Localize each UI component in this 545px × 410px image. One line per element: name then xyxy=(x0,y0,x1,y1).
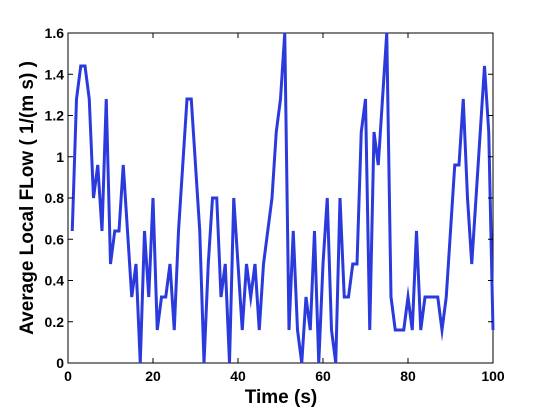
series-layer xyxy=(70,32,495,364)
y-tick-label: 1.6 xyxy=(45,25,65,41)
y-tick-label: 0 xyxy=(56,355,64,371)
ticks-layer: 0 20 40 60 80 100 0 0.2 0.4 0.6 0.8 1 1.2 1.4 1.6 xyxy=(45,25,505,384)
x-axis-label: Time (s) xyxy=(245,387,318,408)
x-tick-label: 40 xyxy=(230,368,246,384)
y-tick-label: 1.4 xyxy=(45,66,65,82)
y-tick-label: 0.4 xyxy=(45,273,65,289)
y-tick-label: 0.8 xyxy=(45,190,65,206)
y-tick-label: 1.2 xyxy=(45,108,65,124)
y-axis-label: Average Local FLow ( 1/(m s) ) xyxy=(17,61,38,335)
x-tick-label: 60 xyxy=(315,368,331,384)
x-tick-label: 20 xyxy=(145,368,161,384)
y-tick-label: 1 xyxy=(56,149,64,165)
y-tick-label: 0.2 xyxy=(45,314,65,330)
y-tick-label: 0.6 xyxy=(45,231,65,247)
x-tick-label: 100 xyxy=(481,368,505,384)
x-tick-label: 0 xyxy=(64,368,72,384)
x-tick-label: 80 xyxy=(400,368,416,384)
series-line xyxy=(70,32,495,364)
